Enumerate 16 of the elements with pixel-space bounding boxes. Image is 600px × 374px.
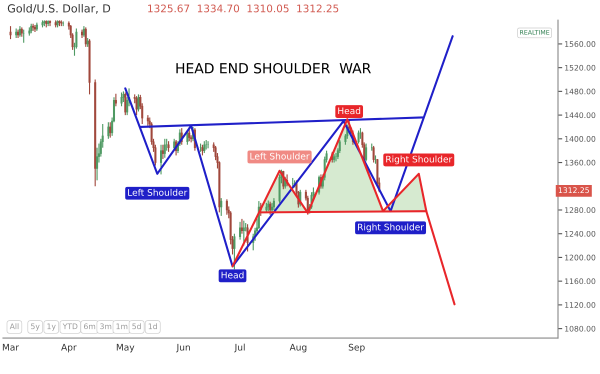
annotation: Head: [222, 271, 244, 278]
x-tick-label: Mar: [2, 344, 20, 351]
x-tick-label: Aug: [290, 344, 306, 352]
annotation: HEAD END SHOULDER WAR: [176, 62, 371, 74]
x-tick-label: Jul: [234, 344, 245, 352]
annotation: Head: [338, 107, 360, 114]
chart-subtitle: 1325.67 1334.70 1310.05 1312.25: [148, 4, 338, 12]
annotation: Left Shoulder: [128, 188, 188, 196]
chart-title: Gold/U.S. Dollar, D: [8, 4, 110, 14]
x-tick-label: Sep: [348, 344, 365, 352]
annotation: Left Shoulder: [250, 152, 310, 160]
annotation: Right Shoulder: [358, 223, 424, 232]
x-tick-label: May: [116, 344, 134, 352]
x-tick-label: Jun: [176, 344, 190, 352]
x-tick-label: Apr: [61, 344, 77, 352]
annotation: Right Shoulder: [386, 156, 452, 164]
